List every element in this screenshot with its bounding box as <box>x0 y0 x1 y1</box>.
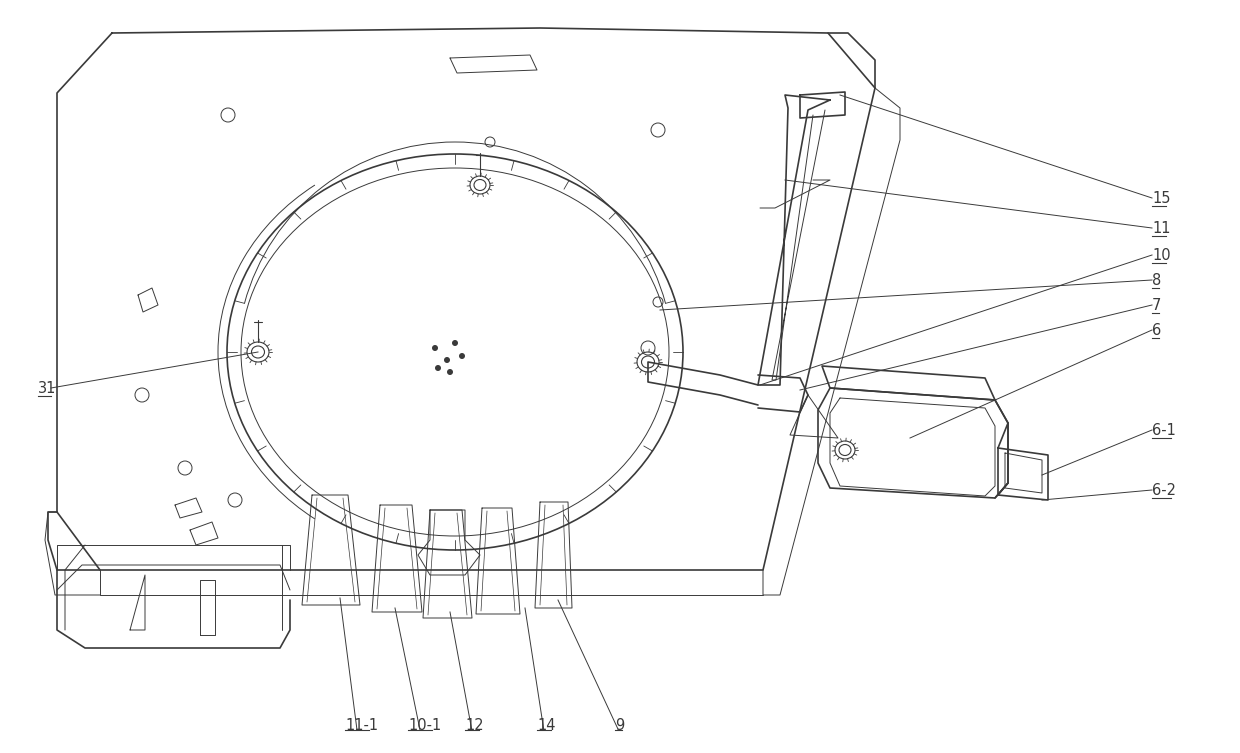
Text: 10: 10 <box>1152 248 1171 263</box>
Text: 6-1: 6-1 <box>1152 422 1176 437</box>
Text: 7: 7 <box>1152 297 1162 312</box>
Text: 12: 12 <box>465 718 484 733</box>
Text: 11: 11 <box>1152 221 1171 236</box>
Text: 11-1: 11-1 <box>345 718 378 733</box>
Text: 15: 15 <box>1152 191 1171 206</box>
Circle shape <box>446 369 453 375</box>
Circle shape <box>435 365 441 371</box>
Circle shape <box>444 357 450 363</box>
Text: 31: 31 <box>38 380 56 395</box>
Text: 10-1: 10-1 <box>408 718 441 733</box>
Text: 9: 9 <box>615 718 624 733</box>
Text: 6-2: 6-2 <box>1152 483 1176 498</box>
Circle shape <box>459 353 465 359</box>
Circle shape <box>432 345 438 351</box>
Text: 6: 6 <box>1152 322 1161 337</box>
Text: 14: 14 <box>537 718 556 733</box>
Circle shape <box>453 340 458 346</box>
Text: 8: 8 <box>1152 273 1161 288</box>
